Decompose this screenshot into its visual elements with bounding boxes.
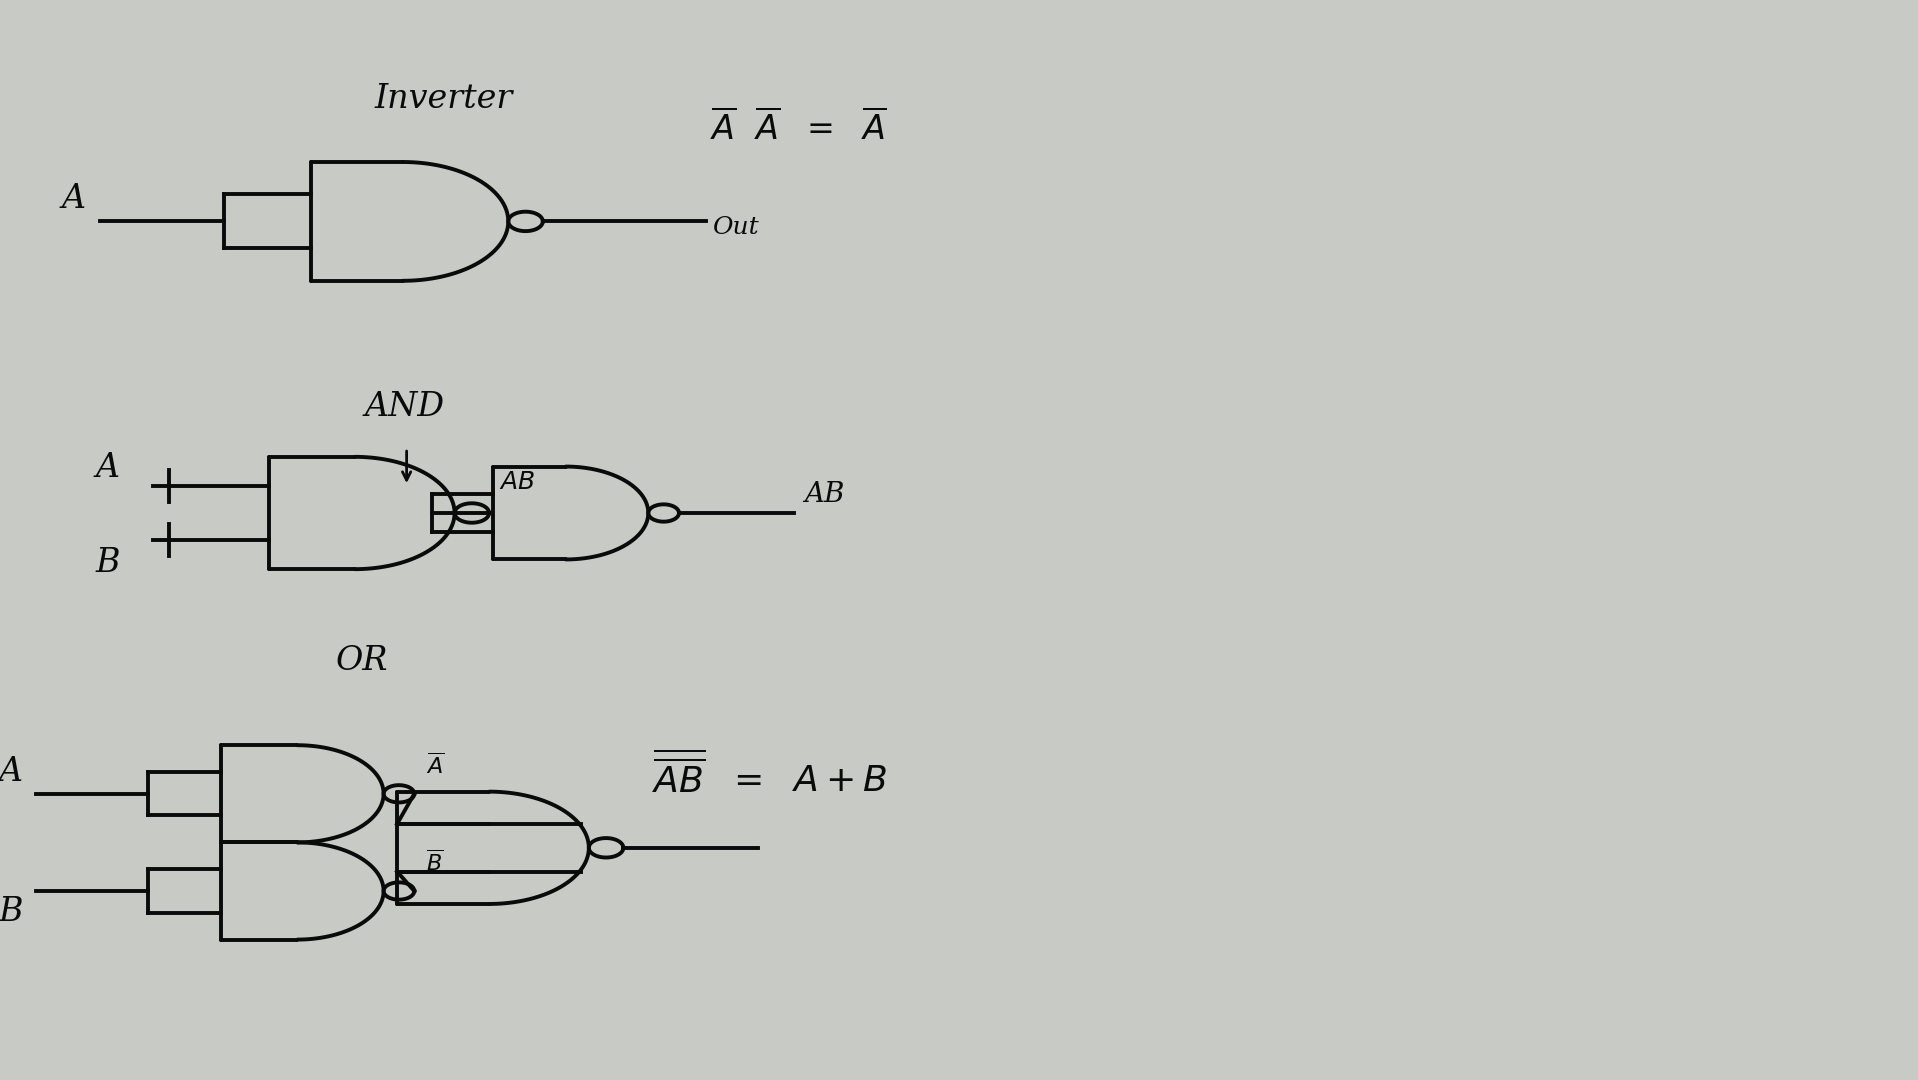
Text: A: A (0, 756, 23, 787)
Text: AB: AB (804, 482, 844, 509)
Text: B: B (0, 896, 23, 928)
Text: AND: AND (364, 391, 445, 422)
Text: $\overline{AB}$: $\overline{AB}$ (499, 465, 537, 495)
Text: Inverter: Inverter (374, 83, 512, 114)
Text: A: A (96, 453, 121, 484)
Text: B: B (96, 548, 121, 579)
Text: $\overline{B}$: $\overline{B}$ (426, 851, 443, 877)
Text: $\overline{A}$: $\overline{A}$ (426, 754, 445, 780)
Text: OR: OR (336, 645, 387, 676)
Text: A: A (61, 184, 86, 215)
Text: Out: Out (712, 216, 758, 240)
Text: $\overline{\overline{A}\overline{B}}$  $=$  $A+B$: $\overline{\overline{A}\overline{B}}$ $=… (652, 752, 888, 800)
Text: $\overline{A}$  $\overline{A}$  $=$  $\overline{A}$: $\overline{A}$ $\overline{A}$ $=$ $\over… (710, 110, 886, 147)
